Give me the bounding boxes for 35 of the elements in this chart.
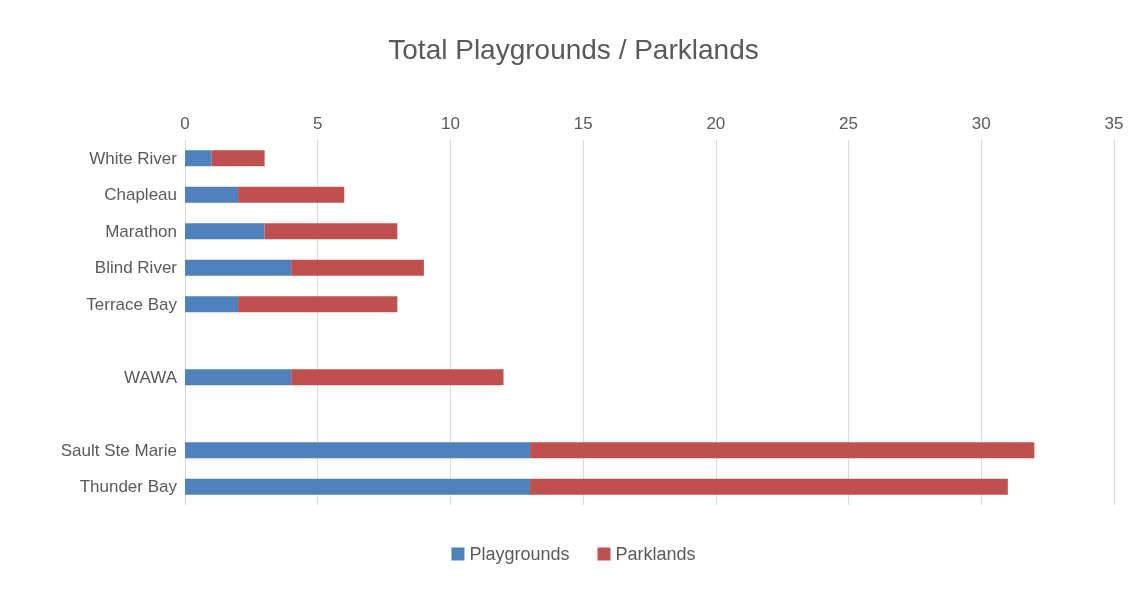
bar (185, 369, 292, 386)
legend-label: Playgrounds (469, 544, 570, 564)
bar (238, 186, 345, 203)
x-tick-label: 5 (312, 114, 323, 133)
bar (291, 259, 424, 276)
legend-label: Parklands (615, 544, 696, 564)
x-tick-label: 0 (180, 114, 190, 133)
y-tick-label: White River (89, 148, 178, 168)
bar (185, 150, 212, 167)
bar (185, 223, 265, 240)
bar (185, 186, 239, 203)
bar (185, 296, 239, 313)
y-tick-label: Marathon (105, 221, 177, 241)
bar (530, 478, 1008, 495)
bar (291, 369, 504, 386)
x-tick-label: 25 (839, 114, 859, 133)
y-tick-label: Thunder Bay (79, 477, 178, 497)
bar (530, 442, 1035, 459)
x-tick-label: 15 (573, 114, 593, 133)
y-tick-label: WAWA (124, 367, 178, 387)
x-tick-label: 20 (706, 114, 726, 133)
bar (264, 223, 398, 240)
x-tick-label: 10 (440, 114, 460, 133)
y-tick-label: Blind River (94, 258, 178, 278)
chart-title: Total Playgrounds / Parklands (388, 33, 759, 65)
bar (185, 478, 531, 495)
bar (185, 442, 531, 459)
y-tick-label: Sault Ste Marie (60, 440, 177, 460)
x-tick-label: 35 (1104, 114, 1124, 133)
y-tick-label: Chapleau (104, 185, 177, 205)
bar (185, 259, 292, 276)
y-tick-label: Terrace Bay (86, 294, 178, 314)
x-tick-label: 30 (971, 114, 991, 133)
bar (211, 150, 265, 167)
bar (238, 296, 398, 313)
